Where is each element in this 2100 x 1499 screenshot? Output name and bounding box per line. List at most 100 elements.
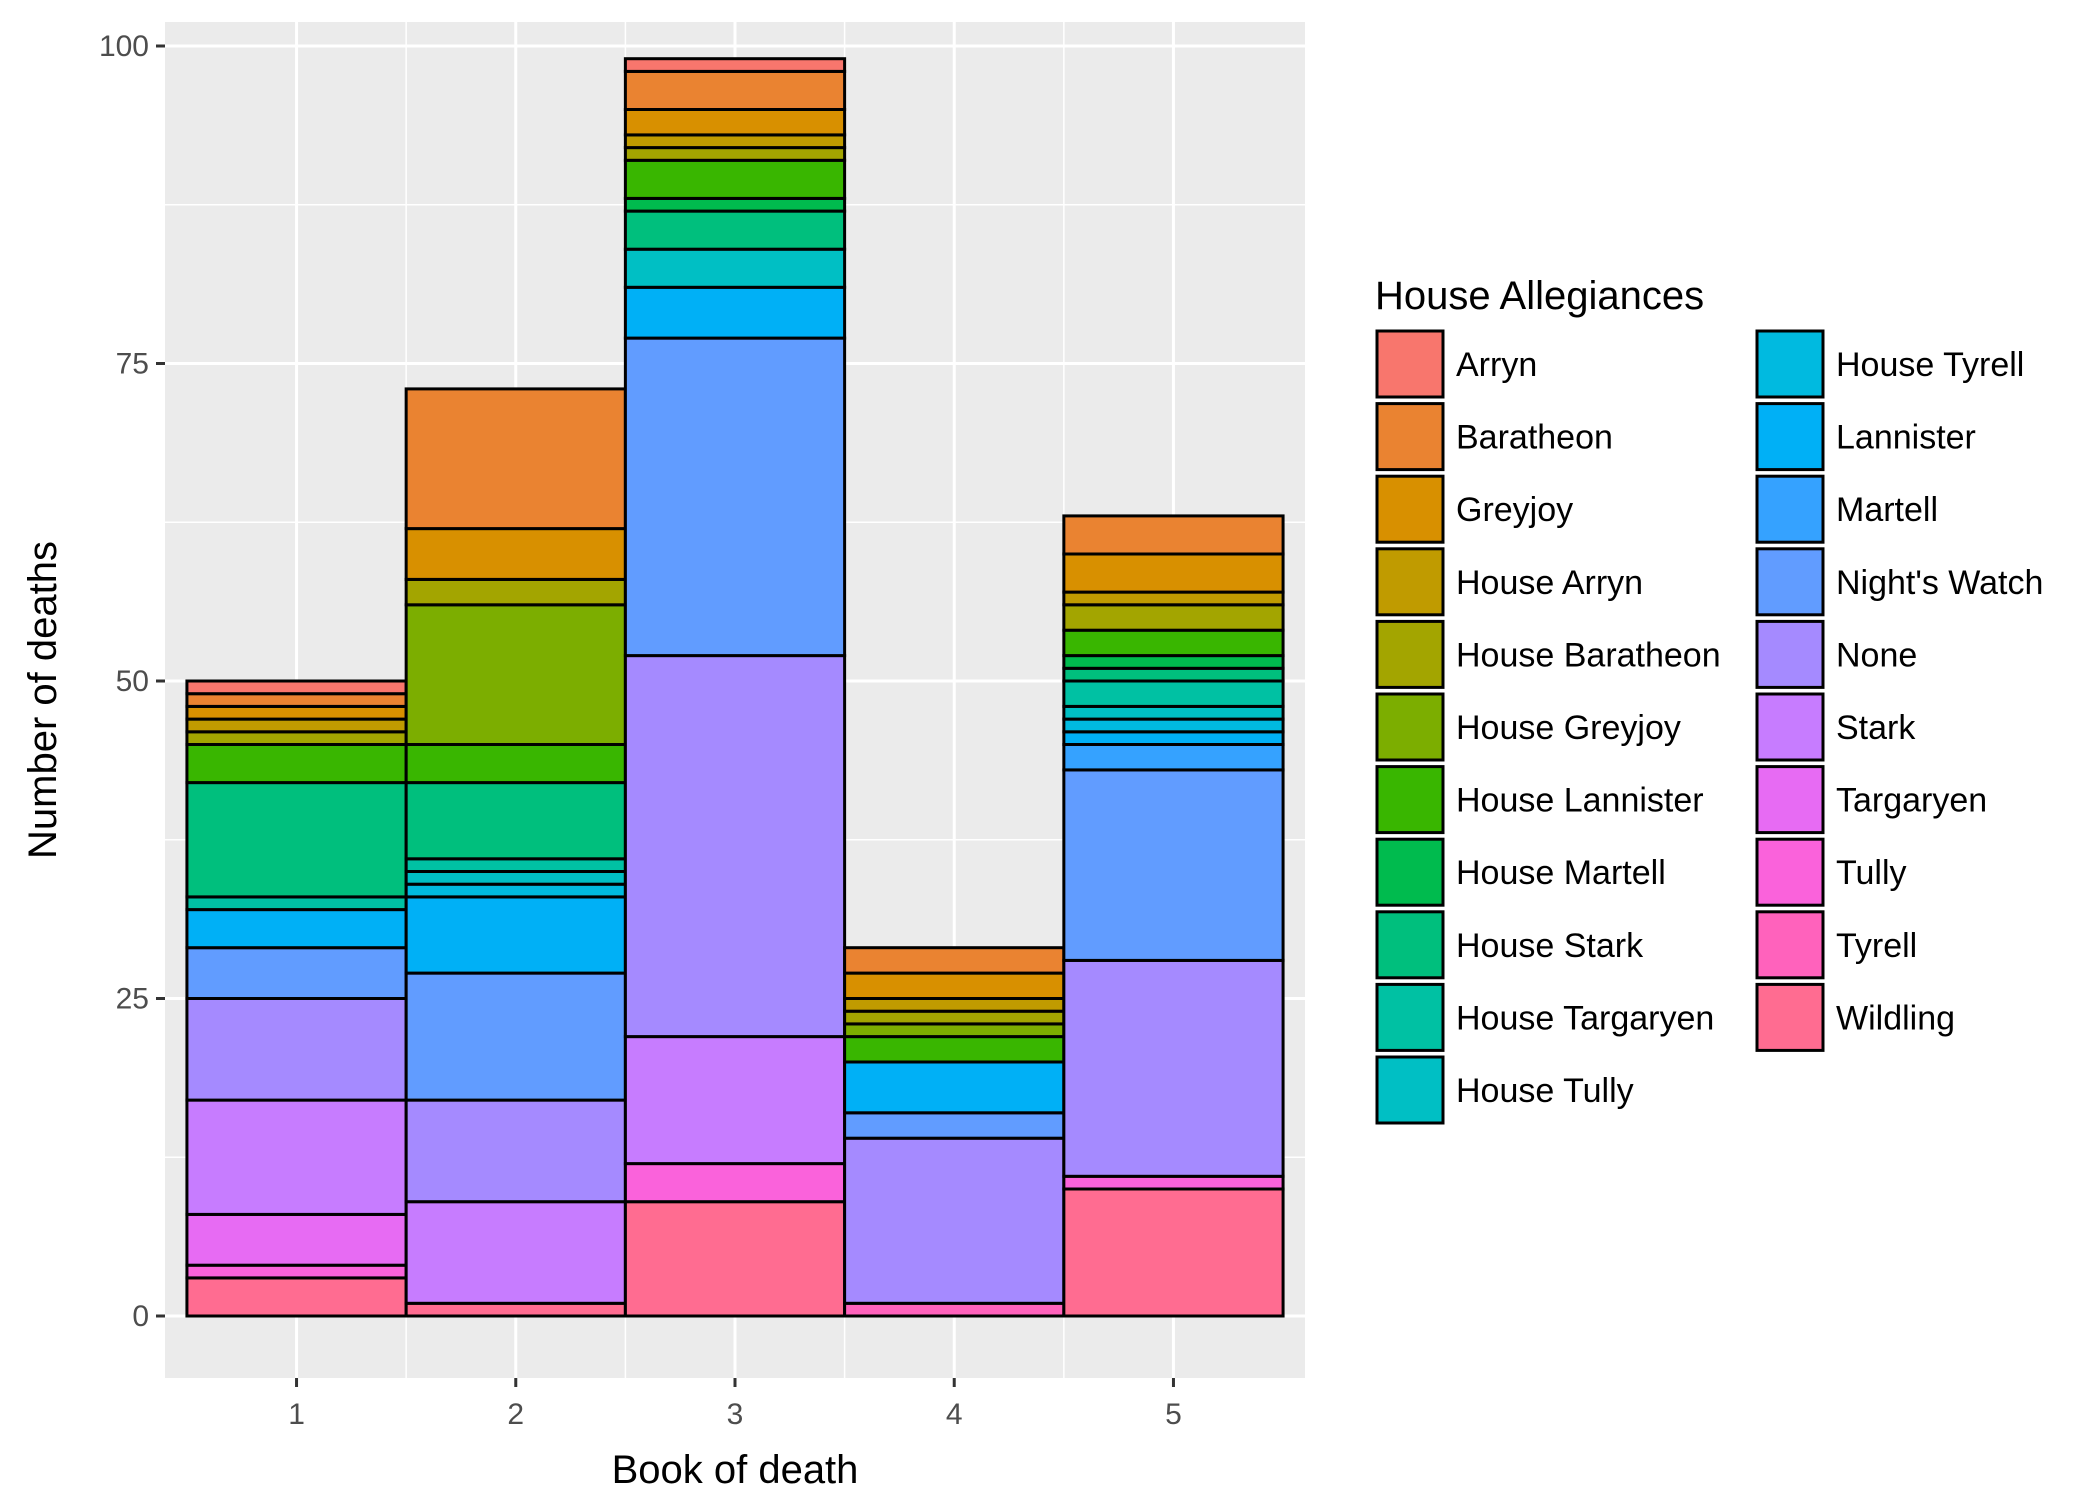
legend-key (1375, 402, 1445, 472)
bar-segment (404, 387, 627, 531)
bar-segment (404, 577, 627, 607)
legend-key (1375, 692, 1445, 762)
bar-segment (843, 1111, 1066, 1140)
bar-segment (1062, 730, 1285, 746)
legend-key (1755, 402, 1825, 472)
legend-key (1375, 474, 1445, 544)
bar-segment (1062, 654, 1285, 670)
bar-segment (843, 946, 1066, 975)
bar-segment (843, 997, 1066, 1013)
bar-segment (185, 704, 408, 721)
bar-segment (185, 1263, 408, 1280)
y-tick-label: 0 (132, 1300, 149, 1333)
legend-label: House Tully (1456, 1072, 1634, 1110)
bar-segment (404, 870, 627, 886)
y-tick-label: 100 (99, 30, 149, 63)
x-tick-label: 5 (1165, 1398, 1182, 1431)
bar-segment (843, 1060, 1066, 1115)
bar-segment (623, 209, 847, 251)
bar-segment (185, 679, 408, 696)
legend-label: Baratheon (1456, 419, 1613, 457)
bar-segment (404, 743, 627, 785)
bar-segment (185, 730, 408, 746)
x-tick-label: 4 (946, 1398, 963, 1431)
bar-segment (1062, 1187, 1285, 1318)
bar-segment (404, 882, 627, 899)
bar-segment (843, 1022, 1066, 1039)
bar-segment (404, 1098, 627, 1204)
bar-segment (185, 743, 408, 785)
bars-group (185, 57, 1285, 1318)
bar-segment (1062, 768, 1285, 962)
bar-segment (623, 57, 847, 73)
bar-segment (404, 527, 627, 581)
bar-segment (843, 1136, 1066, 1305)
legend-label: Martell (1836, 491, 1938, 529)
bar-segment (404, 1301, 627, 1318)
legend-key (1375, 765, 1445, 835)
legend-label: Night's Watch (1836, 564, 2043, 602)
bar-segment (623, 69, 847, 111)
legend-key (1375, 982, 1445, 1052)
legend-key (1755, 619, 1825, 689)
bar-segment (623, 146, 847, 162)
bar-segment (623, 108, 847, 137)
bar-segment (623, 285, 847, 340)
legend-key (1755, 474, 1825, 544)
legend: House Allegiances Arryn Baratheon Greyjoy H… (1375, 274, 2043, 1125)
bar-segment (623, 158, 847, 200)
y-axis: 0 25 50 75 100 (99, 30, 165, 1333)
x-axis: 1 2 3 4 5 (288, 1378, 1182, 1431)
bar-segment (404, 781, 627, 861)
bar-segment (185, 908, 408, 950)
bar-segment (1062, 1174, 1285, 1191)
bar-segment (404, 1200, 627, 1305)
bar-segment (623, 1035, 847, 1166)
bar-segment (185, 1276, 408, 1318)
bar-segment (185, 946, 408, 1001)
legend-key (1375, 547, 1445, 617)
legend-key (1375, 837, 1445, 907)
bar-segment (843, 1301, 1066, 1318)
bar-segment (1062, 552, 1285, 594)
legend-label: Tyrell (1836, 927, 1917, 965)
x-tick-label: 2 (507, 1398, 524, 1431)
bar-segment (1062, 717, 1285, 734)
bar-segment (623, 336, 847, 658)
legend-key (1755, 692, 1825, 762)
legend-label: None (1836, 636, 1917, 674)
bar-segment (185, 997, 408, 1102)
bar-segment (623, 133, 847, 150)
legend-label: Arryn (1456, 346, 1537, 384)
legend-title: House Allegiances (1375, 274, 1704, 318)
legend-label: House Arryn (1456, 564, 1643, 602)
legend-items: Arryn Baratheon Greyjoy House Arryn House Ba… (1375, 329, 2043, 1125)
bar-segment (623, 1162, 847, 1204)
legend-key (1755, 837, 1825, 907)
bar-segment (1062, 743, 1285, 772)
bar-segment (185, 717, 408, 734)
legend-label: House Greyjoy (1456, 709, 1681, 747)
bar-segment (843, 1009, 1066, 1026)
legend-key (1755, 982, 1825, 1052)
legend-key (1755, 329, 1825, 399)
bar-segment (1062, 514, 1285, 556)
legend-label: Targaryen (1836, 782, 1987, 820)
bar-segment (1062, 958, 1285, 1178)
legend-label: House Targaryen (1456, 999, 1714, 1037)
x-axis-title: Book of death (612, 1448, 859, 1492)
legend-label: House Martell (1456, 854, 1666, 892)
legend-label: Greyjoy (1456, 491, 1573, 529)
legend-key (1375, 1055, 1445, 1125)
bar-segment (185, 1098, 408, 1216)
legend-key (1755, 765, 1825, 835)
bar-segment (404, 971, 627, 1102)
y-tick-label: 75 (116, 348, 149, 381)
legend-key (1375, 329, 1445, 399)
bar-segment (404, 857, 627, 873)
y-tick-label: 50 (116, 665, 149, 698)
legend-label: House Stark (1456, 927, 1644, 965)
y-tick-label: 25 (116, 983, 149, 1016)
bar-segment (185, 692, 408, 708)
bar-segment (185, 895, 408, 912)
